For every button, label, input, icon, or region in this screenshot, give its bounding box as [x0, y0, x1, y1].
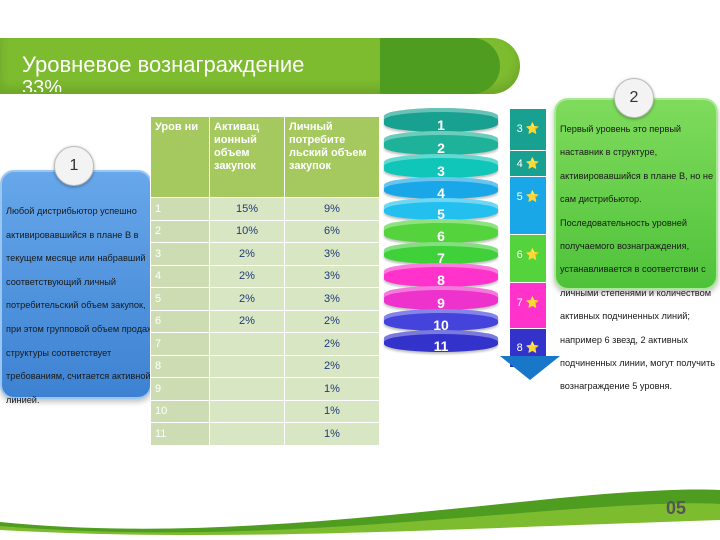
- table-cell: [209, 354, 285, 378]
- level-disc: 1: [384, 108, 498, 133]
- level-disc: 2: [384, 131, 498, 156]
- table-cell: 3%: [284, 264, 380, 288]
- level-disc: 10: [384, 309, 498, 333]
- table-row: 3 2% 3%: [150, 242, 380, 266]
- info-box-left: [0, 170, 152, 399]
- level-disc: 7: [384, 242, 498, 266]
- table-row: 4 2% 3%: [150, 264, 380, 288]
- arrow-down: [500, 356, 560, 380]
- star-segment: 4 ⭐: [510, 150, 546, 177]
- badge-2: 2: [614, 78, 654, 118]
- table-cell: 11: [150, 422, 210, 446]
- badge-1: 1: [54, 146, 94, 186]
- level-disc: 5: [384, 198, 498, 222]
- table-cell: 10%: [209, 219, 285, 243]
- star-segment: 7 ⭐: [510, 282, 546, 329]
- header-levels: Уров ни: [150, 116, 210, 198]
- table-cell: 5: [150, 287, 210, 311]
- level-disc: 6: [384, 219, 498, 244]
- table-cell: [209, 399, 285, 423]
- table-cell: 3%: [284, 242, 380, 266]
- table-cell: 1: [150, 197, 210, 221]
- table-cell: 2%: [284, 332, 380, 356]
- slide-title-percent: 33%: [22, 78, 63, 92]
- table-cell: 2: [150, 219, 210, 243]
- table-cell: 3%: [284, 287, 380, 311]
- table-row: 8 2%: [150, 354, 380, 378]
- table-cell: 2%: [209, 242, 285, 266]
- level-disc: 4: [384, 177, 498, 201]
- levels-table: Уров ни Активац ионный объем закупок Лич…: [150, 116, 380, 446]
- table-row: 7 2%: [150, 332, 380, 356]
- table-cell: 8: [150, 354, 210, 378]
- header-activation-volume: Активац ионный объем закупок: [209, 116, 285, 198]
- table-row: 2 10% 6%: [150, 219, 380, 243]
- table-cell: 6: [150, 309, 210, 333]
- table-cell: [209, 332, 285, 356]
- title-banner-accent: [380, 38, 500, 94]
- level-disc: 9: [384, 286, 498, 311]
- table-cell: 1%: [284, 377, 380, 401]
- table-cell: 15%: [209, 197, 285, 221]
- info-box-right: [554, 98, 718, 290]
- table-cell: 6%: [284, 219, 380, 243]
- table-cell: 4: [150, 264, 210, 288]
- table-cell: 2%: [209, 287, 285, 311]
- footer-wave: [0, 489, 720, 540]
- right-description: Первый уровень это первый наставник в ст…: [560, 124, 716, 392]
- table-cell: 1%: [284, 399, 380, 423]
- table-cell: 2%: [209, 264, 285, 288]
- star-segment: 5 ⭐: [510, 176, 546, 235]
- star-segment: 6 ⭐: [510, 234, 546, 283]
- table-row: 6 2% 2%: [150, 309, 380, 333]
- level-disc: 3: [384, 154, 498, 179]
- table-row: 5 2% 3%: [150, 287, 380, 311]
- table-cell: 9%: [284, 197, 380, 221]
- left-description: Любой дистрибьютор успешно активировавши…: [6, 206, 154, 405]
- table-cell: 1%: [284, 422, 380, 446]
- table-row: 9 1%: [150, 377, 380, 401]
- table-cell: [209, 377, 285, 401]
- table-cell: 9: [150, 377, 210, 401]
- table-row: 11 1%: [150, 422, 380, 446]
- table-cell: 2%: [284, 309, 380, 333]
- header-personal-volume: Личный потребите льский объем закупок: [284, 116, 380, 198]
- level-disc: 11: [384, 330, 498, 354]
- table-cell: [209, 422, 285, 446]
- slide-title: Уровневое вознаграждение: [22, 52, 305, 77]
- table-cell: 3: [150, 242, 210, 266]
- star-segment: 3 ⭐: [510, 108, 546, 151]
- table-cell: 7: [150, 332, 210, 356]
- table-cell: 10: [150, 399, 210, 423]
- page-number: 05: [666, 498, 687, 518]
- table-row: 1 15% 9%: [150, 197, 380, 221]
- table-row: 10 1%: [150, 399, 380, 423]
- table-cell: 2%: [209, 309, 285, 333]
- level-disc: 8: [384, 263, 498, 288]
- table-cell: 2%: [284, 354, 380, 378]
